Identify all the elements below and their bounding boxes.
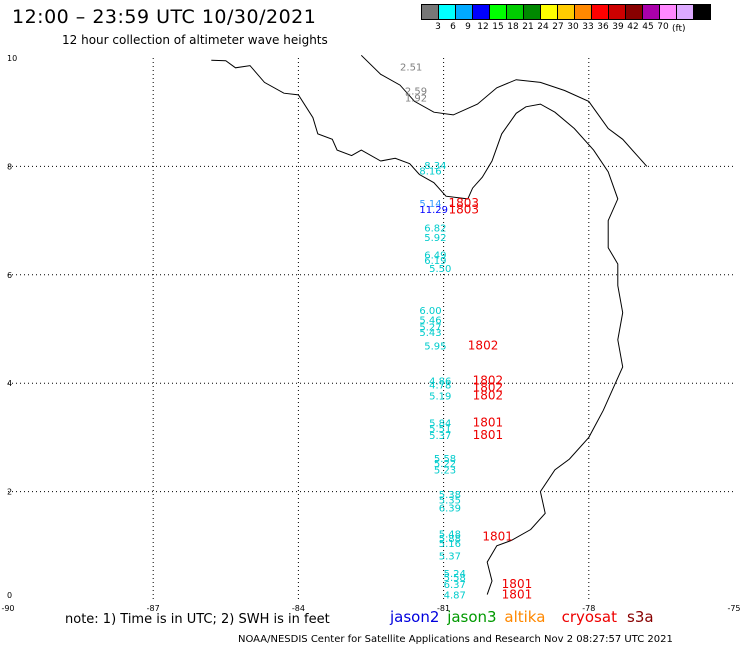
y-tick-label: 8 <box>7 162 12 171</box>
wave-height-label: 5.48 <box>439 530 461 541</box>
x-tick-label: -75 <box>727 604 740 613</box>
note-text: note: 1) Time is in UTC; 2) SWH is in fe… <box>65 612 330 627</box>
wave-height-label: 5.19 <box>429 391 451 402</box>
wave-height-label: 6.49 <box>424 251 446 262</box>
wave-height-label: 5.92 <box>424 233 446 244</box>
wave-height-label: 5.16 <box>439 539 461 550</box>
y-tick-label: 4 <box>7 379 12 388</box>
y-tick-label: 2 <box>7 488 12 497</box>
wave-height-label: 8.34 <box>424 161 446 172</box>
scale-tick-label: 30 <box>567 22 579 32</box>
y-tick-label: 6 <box>7 271 12 280</box>
scale-tick-label: 45 <box>642 22 654 32</box>
wave-height-label: 5.23 <box>434 466 456 477</box>
wave-height-label: 8.16 <box>419 167 441 178</box>
scale-tick-label: 27 <box>552 22 564 32</box>
pass-time-label: 1801 <box>482 529 513 543</box>
wave-height-label: 2.59 <box>405 86 427 97</box>
wave-height-label: 4.87 <box>444 590 466 601</box>
pass-time-label: 1803 <box>448 203 479 217</box>
satellite-cryosat: cryosat <box>561 608 617 626</box>
pass-time-label: 1801 <box>502 587 533 601</box>
map-frame <box>8 58 734 600</box>
scale-unit: (ft) <box>672 24 686 34</box>
x-tick-label: -87 <box>147 604 160 613</box>
wave-height-label: 4.86 <box>429 376 451 387</box>
color-swatches <box>421 4 711 20</box>
x-tick-label: -84 <box>292 604 305 613</box>
pass-time-label: 1803 <box>448 196 479 210</box>
pass-time-label: 1801 <box>473 416 504 430</box>
x-tick-label: -81 <box>437 604 450 613</box>
pass-time-label: 1801 <box>502 577 533 591</box>
wave-height-label: 5.58 <box>434 454 456 465</box>
y-tick-label: 0 <box>7 591 12 600</box>
wave-height-label: 5.37 <box>439 551 461 562</box>
scale-tick-label: 12 <box>477 22 489 32</box>
wave-height-label: 5.43 <box>419 328 441 339</box>
pass-time-label: 1801 <box>473 428 504 442</box>
wave-height-label: 5.95 <box>424 342 446 353</box>
scale-tick-label: 6 <box>450 22 456 32</box>
wave-height-label: 5.14 <box>419 199 441 210</box>
wave-height-label: 5.46 <box>419 316 441 327</box>
wave-height-label: 5.27 <box>419 323 441 334</box>
wave-height-label: 6.82 <box>424 223 446 234</box>
wave-height-label: 11.29 <box>419 205 448 216</box>
scale-tick-label: 18 <box>507 22 519 32</box>
wave-height-label: 5.37 <box>429 431 451 442</box>
wave-height-label: 5.38 <box>439 490 461 501</box>
scale-tick-label: 21 <box>522 22 534 32</box>
map-subtitle: 12 hour collection of altimeter wave hei… <box>62 33 328 47</box>
pass-time-label: 1802 <box>468 339 499 353</box>
wave-height-label: 5.88 <box>439 534 461 545</box>
satellite-s3a: s3a <box>627 608 654 626</box>
scale-tick-label: 3 <box>435 22 441 32</box>
wave-height-label: 5.58 <box>444 573 466 584</box>
satellite-altika: altika <box>504 608 546 626</box>
scale-ticks: 3 6 9 12 15 18 21 24 27 30 33 36 39 42 45 70 <box>422 20 711 34</box>
scale-tick-label: 70 <box>657 22 669 32</box>
wave-height-label: 5.24 <box>444 569 466 580</box>
wave-height-label: 6.00 <box>419 306 441 317</box>
wave-height-label: 5.50 <box>429 264 451 275</box>
coastline <box>360 54 648 167</box>
y-tick-label: 10 <box>7 54 17 63</box>
wave-height-label: 5.22 <box>434 459 456 470</box>
scale-tick-label: 36 <box>597 22 609 32</box>
color-swatch <box>693 4 711 20</box>
satellite-jason2: jason2 <box>390 608 440 626</box>
wave-height-label: 5.51 <box>429 424 451 435</box>
pass-time-label: 1802 <box>473 380 504 394</box>
color-scale-legend: 3 6 9 12 15 18 21 24 27 30 33 36 39 42 45 70 (ft) <box>421 4 711 34</box>
scale-tick-label: 42 <box>627 22 639 32</box>
x-tick-label: -78 <box>582 604 595 613</box>
wave-height-label: 6.19 <box>424 256 446 267</box>
footer-credit: NOAA/NESDIS Center for Satellite Applica… <box>238 634 673 645</box>
pass-time-label: 1802 <box>473 373 504 387</box>
scale-tick-label: 9 <box>465 22 471 32</box>
x-tick-label: -90 <box>1 604 14 613</box>
wave-height-label: 6.37 <box>444 580 466 591</box>
satellite-jason3: jason3 <box>447 608 497 626</box>
scale-tick-label: 39 <box>612 22 624 32</box>
coastline <box>211 59 624 595</box>
wave-height-label: 1.92 <box>405 93 427 104</box>
wave-height-label: 4.78 <box>429 381 451 392</box>
wave-height-label: 2.51 <box>400 62 422 73</box>
wave-height-label: 6.39 <box>439 504 461 515</box>
scale-tick-label: 15 <box>492 22 504 32</box>
scale-tick-label: 33 <box>582 22 594 32</box>
wave-height-label: 5.35 <box>439 496 461 507</box>
scale-tick-label: 24 <box>537 22 549 32</box>
wave-height-label: 5.84 <box>429 419 451 430</box>
map-title: 12:00 – 23:59 UTC 10/30/2021 <box>12 6 317 28</box>
pass-time-label: 1802 <box>473 388 504 402</box>
